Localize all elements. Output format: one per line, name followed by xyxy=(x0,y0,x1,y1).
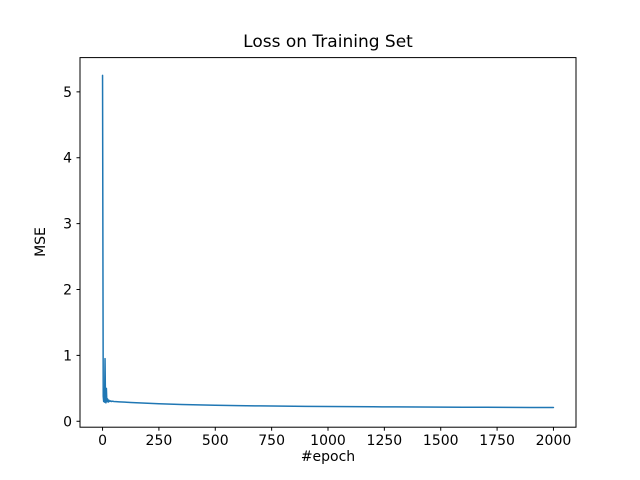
y-tick-label: 2 xyxy=(63,283,72,299)
x-tick-label: 250 xyxy=(146,433,173,449)
x-tick-label: 1000 xyxy=(310,433,346,449)
x-tick-label: 500 xyxy=(202,433,229,449)
x-axis-label: #epoch xyxy=(301,449,355,465)
x-tick-label: 0 xyxy=(98,433,107,449)
y-tick-label: 1 xyxy=(63,348,72,364)
y-tick-label: 4 xyxy=(63,151,72,167)
x-tick-label: 750 xyxy=(258,433,285,449)
x-tick-label: 1250 xyxy=(367,433,403,449)
plot-area xyxy=(80,57,576,428)
axis-ticks xyxy=(76,91,554,431)
series-line-training-loss xyxy=(101,74,555,409)
axis-tick-labels: 0 250 500 750 1000 1250 1500 1750 2000 0 1 2 3 4 5 xyxy=(63,85,571,449)
y-tick-label: 5 xyxy=(63,85,72,101)
y-tick-label: 0 xyxy=(63,414,72,430)
y-axis-label: MSE xyxy=(33,227,49,257)
chart-title: Loss on Training Set xyxy=(243,32,413,52)
y-tick-label: 3 xyxy=(63,217,72,233)
axes-frame xyxy=(79,57,577,428)
x-tick-label: 1750 xyxy=(479,433,515,449)
x-tick-label: 2000 xyxy=(536,433,572,449)
data-series xyxy=(101,74,555,409)
x-tick-label: 1500 xyxy=(423,433,459,449)
